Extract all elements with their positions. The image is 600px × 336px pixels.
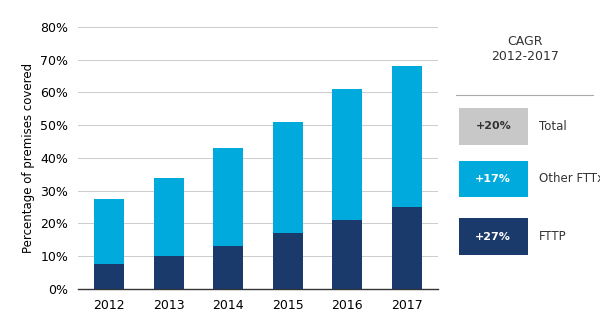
Y-axis label: Percentage of premises covered: Percentage of premises covered <box>22 63 35 253</box>
Text: +27%: +27% <box>475 232 511 242</box>
Bar <box>154 256 184 289</box>
Text: Total: Total <box>539 120 566 133</box>
Bar <box>332 89 362 220</box>
Bar <box>392 207 422 289</box>
Bar <box>273 233 302 289</box>
FancyBboxPatch shape <box>459 108 528 145</box>
Bar <box>273 122 302 233</box>
Text: FTTP: FTTP <box>539 230 566 243</box>
Text: +20%: +20% <box>475 122 511 131</box>
Bar <box>154 177 184 256</box>
Bar <box>392 66 422 207</box>
FancyBboxPatch shape <box>459 218 528 255</box>
Bar <box>214 246 243 289</box>
Bar <box>94 199 124 264</box>
Text: Other FTTx: Other FTTx <box>539 172 600 185</box>
FancyBboxPatch shape <box>459 161 528 197</box>
Text: +17%: +17% <box>475 174 511 184</box>
Bar <box>214 148 243 246</box>
Bar <box>94 264 124 289</box>
Bar <box>332 220 362 289</box>
Text: CAGR
2012-2017: CAGR 2012-2017 <box>491 35 559 63</box>
